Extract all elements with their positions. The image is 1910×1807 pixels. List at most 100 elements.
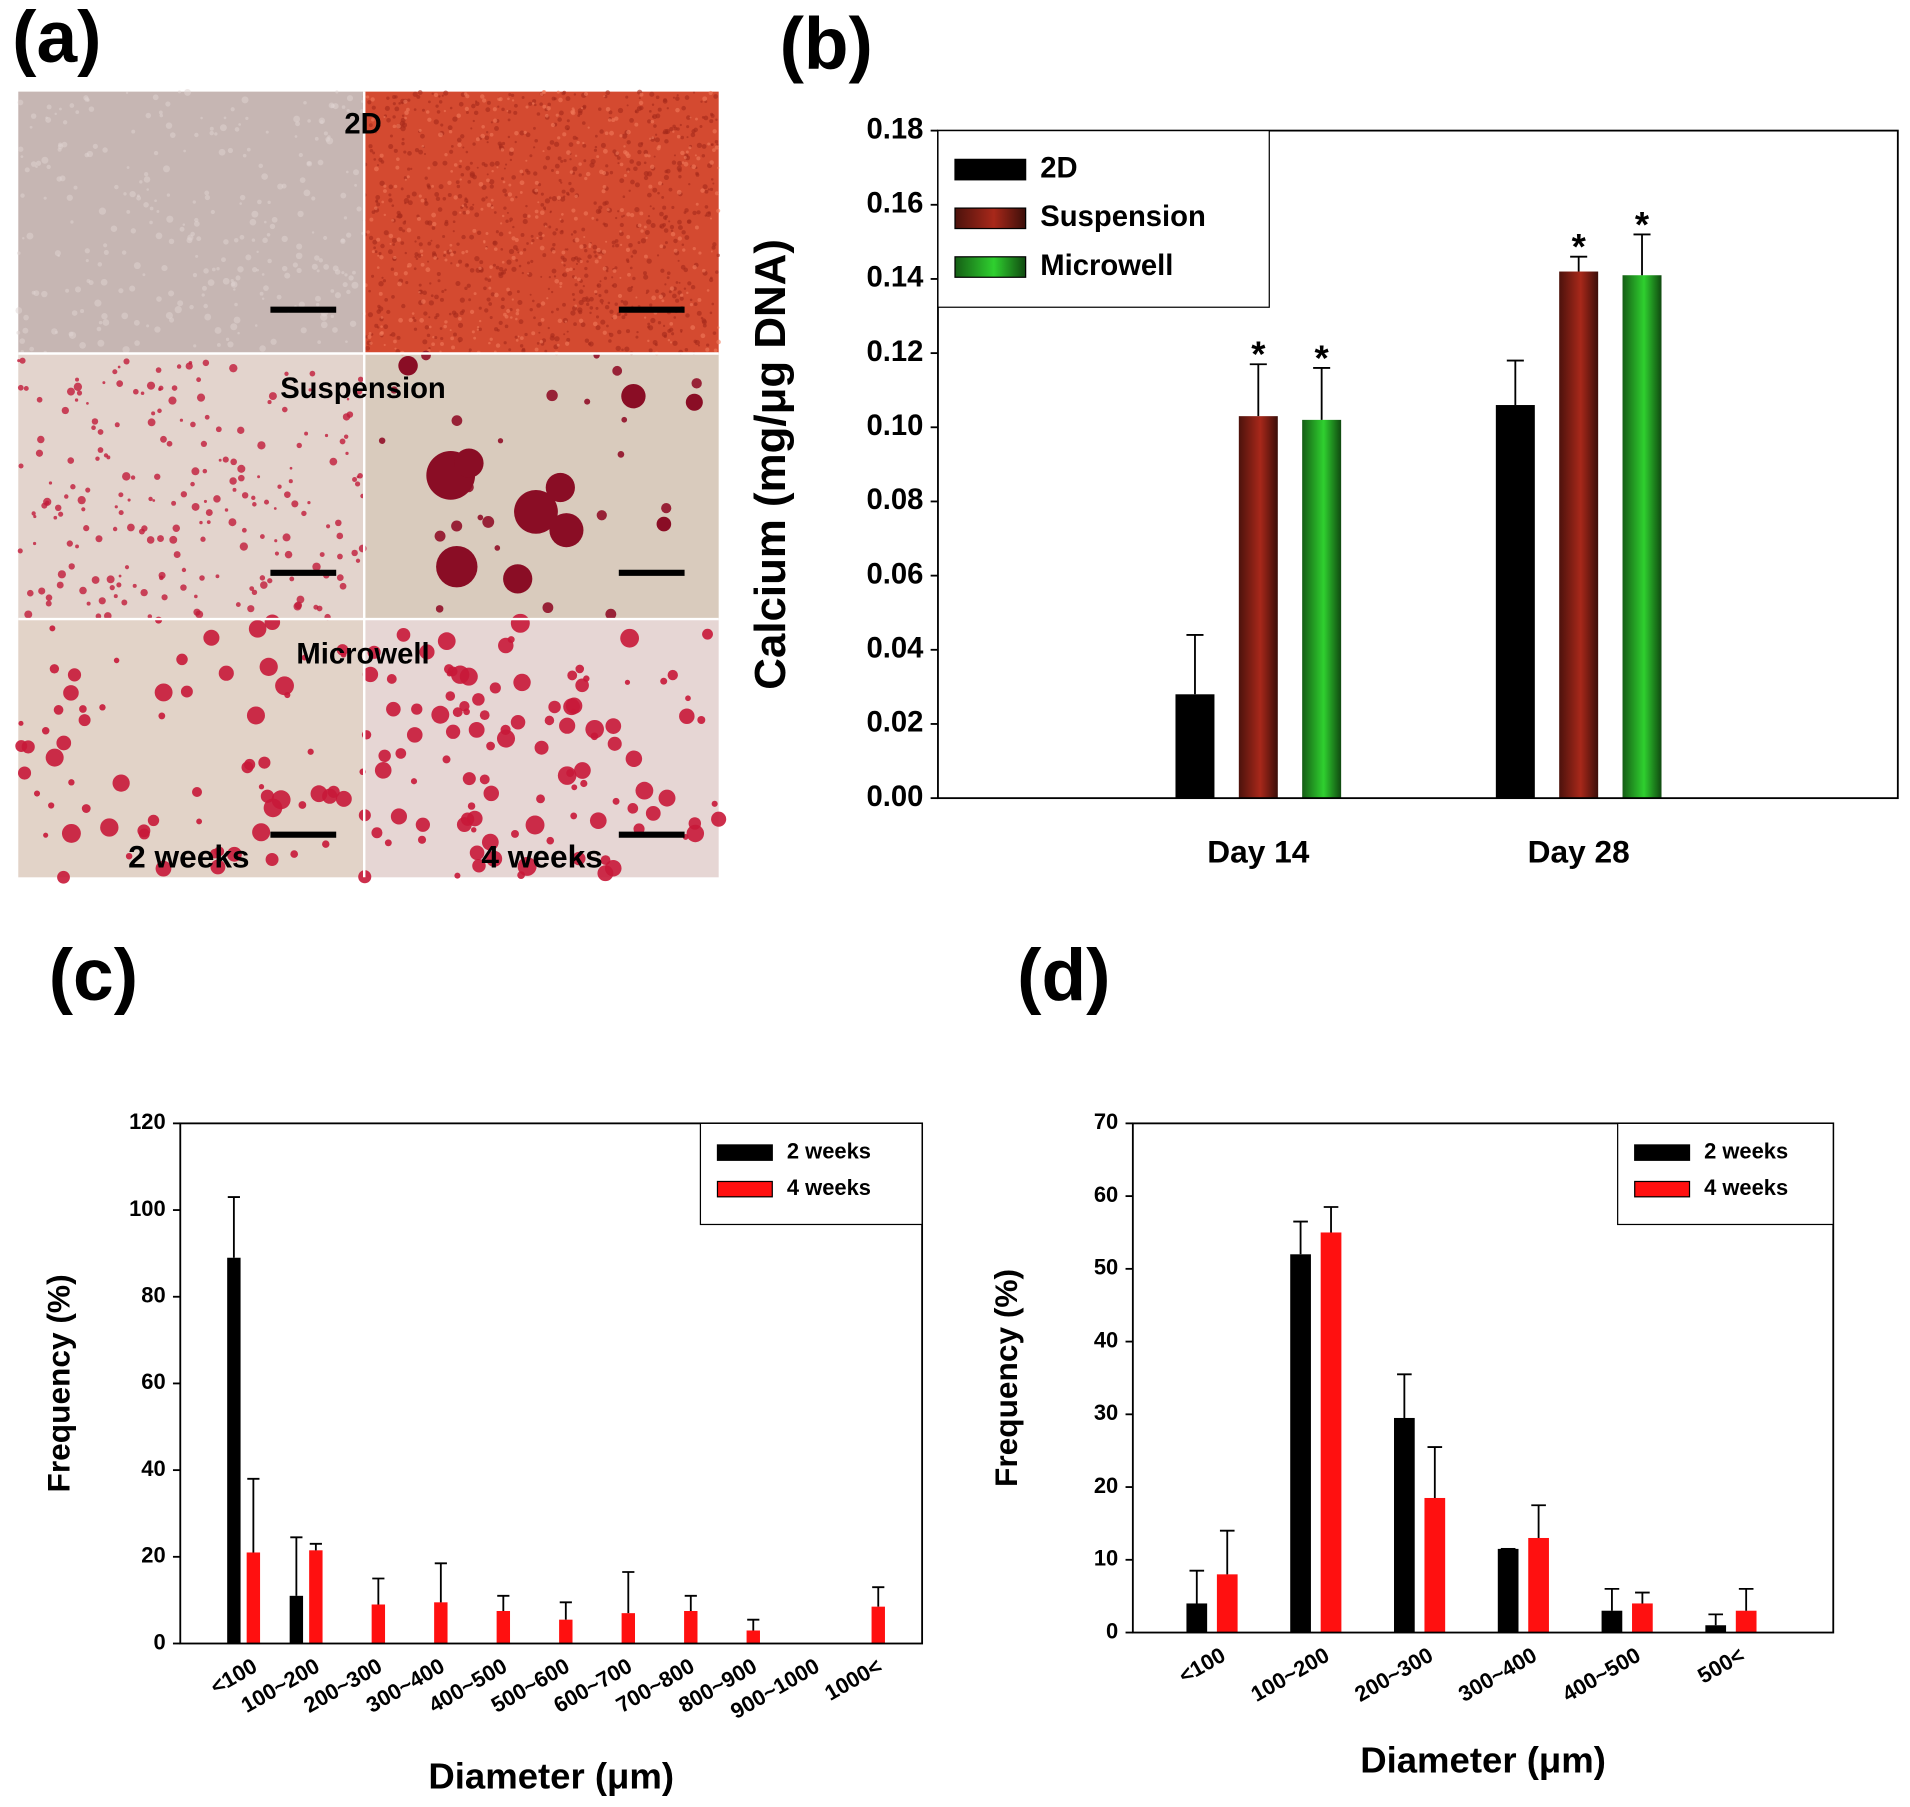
texture-dot: [679, 123, 682, 127]
texture-dot: [656, 516, 672, 532]
texture-dot: [218, 458, 222, 462]
texture-dot: [459, 178, 462, 181]
texture-dot: [648, 184, 653, 189]
texture-dot: [579, 244, 584, 249]
texture-dot: [371, 105, 376, 110]
y-axis-title: Frequency (%): [988, 1269, 1024, 1487]
texture-dot: [136, 194, 140, 198]
texture-dot: [251, 210, 259, 218]
texture-dot: [527, 214, 531, 218]
texture-dot: [274, 551, 280, 556]
texture-dot: [23, 385, 29, 391]
texture-dot: [391, 219, 395, 222]
texture-dot: [121, 250, 127, 255]
significance-mark: *: [1251, 334, 1266, 375]
texture-dot: [611, 118, 616, 123]
texture-dot: [235, 275, 241, 281]
texture-dot: [596, 155, 600, 159]
texture-dot: [204, 194, 211, 201]
texture-dot: [525, 159, 528, 162]
texture-dot: [506, 109, 509, 112]
texture-dot: [485, 131, 489, 134]
texture-dot: [36, 396, 43, 403]
texture-dot: [68, 331, 77, 339]
texture-dot: [565, 341, 570, 346]
texture-dot: [156, 209, 160, 213]
texture-dot: [700, 188, 705, 193]
texture-dot: [127, 523, 135, 532]
texture-dot: [547, 102, 551, 107]
texture-dot: [444, 258, 448, 262]
texture-dot: [689, 116, 692, 119]
texture-dot: [180, 491, 188, 498]
texture-dot: [684, 235, 690, 240]
texture-dot: [418, 290, 421, 294]
texture-dot: [37, 435, 45, 444]
texture-dot: [452, 707, 463, 718]
texture-dot: [691, 378, 702, 389]
micrograph-grid: [18, 91, 719, 878]
texture-dot: [56, 581, 64, 589]
texture-dot: [19, 357, 26, 364]
texture-dot: [629, 118, 634, 123]
texture-dot: [489, 265, 493, 269]
texture-dot: [17, 146, 24, 152]
texture-dot: [530, 242, 533, 245]
texture-dot: [20, 155, 24, 159]
texture-dot: [109, 585, 115, 591]
texture-dot: [186, 237, 193, 244]
texture-dot: [238, 474, 245, 482]
texture-dot: [594, 134, 598, 138]
texture-dot: [438, 184, 444, 190]
texture-dot: [334, 292, 342, 299]
texture-dot: [623, 145, 626, 148]
texture-dot: [154, 326, 161, 333]
texture-dot: [172, 524, 180, 532]
texture-dot: [378, 281, 384, 287]
legend-label: 2D: [1040, 152, 1077, 184]
texture-dot: [619, 178, 625, 184]
texture-dot: [673, 238, 678, 244]
texture-dot: [713, 348, 718, 353]
texture-dot: [53, 515, 58, 520]
texture-dot: [514, 489, 558, 534]
error-bar: [372, 1577, 385, 1605]
texture-dot: [343, 216, 348, 220]
texture-dot: [257, 199, 262, 205]
texture-dot: [41, 156, 49, 164]
texture-dot: [509, 147, 515, 153]
texture-dot: [484, 308, 489, 313]
texture-dot: [54, 504, 62, 512]
texture-dot: [687, 219, 692, 224]
texture-dot: [211, 267, 216, 272]
texture-dot: [459, 701, 470, 712]
texture-dot: [585, 171, 591, 177]
texture-dot: [158, 571, 166, 579]
texture-dot: [143, 172, 149, 177]
texture-dot: [97, 447, 104, 453]
texture-dot: [562, 132, 567, 137]
bar: [1186, 1603, 1208, 1633]
texture-dot: [671, 160, 677, 165]
texture-dot: [525, 132, 531, 138]
error-bar: [497, 1594, 510, 1611]
texture-dot: [450, 262, 453, 265]
texture-dot: [673, 316, 677, 319]
texture-dot: [448, 312, 452, 316]
texture-dot: [281, 406, 288, 413]
texture-dot: [475, 101, 480, 107]
texture-dot: [526, 242, 529, 245]
texture-dot: [548, 196, 552, 200]
texture-dot: [373, 129, 378, 134]
texture-dot: [216, 343, 221, 347]
bar: [1175, 694, 1215, 799]
error-bar: [1427, 1446, 1443, 1498]
texture-dot: [682, 248, 686, 252]
texture-dot: [346, 95, 354, 102]
texture-dot: [559, 285, 562, 289]
texture-dot: [657, 107, 662, 112]
texture-dot: [114, 184, 119, 190]
texture-dot: [227, 341, 234, 348]
plot-frame: [937, 129, 1899, 800]
texture-dot: [367, 645, 381, 659]
